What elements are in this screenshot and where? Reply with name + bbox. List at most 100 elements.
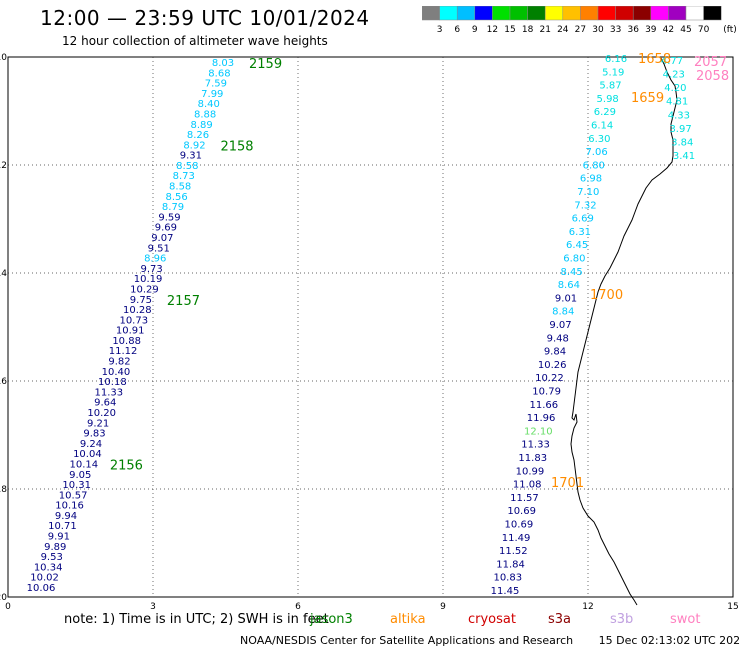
wave-height-label: 10.99 [516, 466, 545, 477]
wave-height-label: 6.14 [591, 121, 613, 132]
wave-height-label: 6.69 [572, 214, 594, 225]
wave-height-label: 8.84 [552, 307, 574, 318]
wave-height-label: 9.51 [148, 243, 170, 254]
pass-time-label: 1658 [638, 52, 671, 67]
wave-height-label: 10.20 [87, 408, 116, 419]
colorbar-label: 27 [575, 25, 586, 35]
colorbar-label: 24 [557, 25, 569, 35]
wave-height-label: 9.24 [80, 439, 102, 450]
coastline [570, 57, 678, 606]
note-row: note: 1) Time is in UTC; 2) SWH is in fe… [64, 612, 734, 630]
wave-height-label: 9.83 [83, 429, 105, 440]
colorbar-label: 33 [610, 25, 621, 35]
y-tick-label: 10 [0, 53, 7, 63]
colorbar-label: 6 [454, 25, 460, 35]
wave-height-label: 11.08 [513, 480, 542, 491]
colorbar-label: 9 [472, 25, 478, 35]
footer-timestamp: 15 Dec 02:13:02 UTC 2024 [598, 634, 740, 647]
wave-height-label: 8.58 [176, 161, 198, 172]
wave-height-label: 8.96 [144, 254, 166, 265]
wave-height-label: 10.69 [507, 506, 536, 517]
x-tick-label: 12 [582, 602, 593, 612]
page-subtitle: 12 hour collection of altimeter wave hei… [62, 34, 328, 48]
map-frame [7, 56, 734, 598]
wave-height-label: 10.91 [116, 326, 145, 337]
y-tick-label: 16 [0, 377, 7, 387]
wave-height-label: 5.19 [602, 67, 624, 78]
pass-time-label: 2157 [167, 294, 200, 309]
satellite-cryosat: cryosat [468, 612, 516, 627]
track-left: 8.038.687.597.998.408.888.898.268.929.31… [27, 58, 234, 594]
wave-height-label: 9.53 [41, 552, 63, 563]
colorbar-label: 39 [645, 25, 657, 35]
colorbar-label: 30 [592, 25, 604, 35]
satellite-s3b: s3b [610, 612, 634, 627]
wave-height-label: 10.14 [70, 459, 99, 470]
colorbar-swatch [703, 6, 722, 21]
wave-height-label: 10.83 [493, 573, 522, 584]
x-tick-label: 15 [727, 602, 738, 612]
track-far-right: 4.77 4.23 4.20 4.81 4.33 3.97 3.84 3.41 [661, 56, 695, 162]
wave-height-label: 6.80 [583, 160, 605, 171]
wave-height-label: 11.12 [109, 346, 138, 357]
colorbar-label: 15 [504, 25, 515, 35]
colorbar-label: 3 [437, 25, 443, 35]
wave-height-label: 5.87 [599, 81, 621, 92]
colorbar-label: 12 [487, 25, 498, 35]
wave-height-label: 9.31 [180, 151, 202, 162]
wave-height-label: 9.91 [48, 532, 70, 543]
wave-height-label: 9.94 [55, 511, 77, 522]
wave-height-label: 9.82 [108, 357, 130, 368]
wave-height-label: 11.66 [530, 400, 559, 411]
wave-height-label: 10.57 [59, 490, 88, 501]
wave-height-label: 9.73 [140, 264, 162, 275]
wave-height-label: 8.45 [560, 267, 582, 278]
wave-height-label: 11.57 [510, 493, 539, 504]
wave-height-label: 10.19 [134, 274, 163, 285]
wave-height-label: 3.97 [669, 124, 691, 135]
wave-height-label: 10.69 [505, 520, 534, 531]
wave-height-label: 11.33 [521, 440, 550, 451]
wave-height-label: 10.26 [538, 360, 567, 371]
page-title: 12:00 — 23:59 UTC 10/01/2024 [40, 6, 370, 30]
map-grid: 0 3 6 9 12 15 10 12 14 16 18 20 [0, 53, 739, 612]
wave-height-label: 9.64 [94, 398, 116, 409]
wave-height-label: 10.79 [532, 387, 561, 398]
y-tick-label: 20 [0, 593, 7, 603]
x-tick-label: 0 [5, 602, 11, 612]
wave-height-label: 10.88 [112, 336, 141, 347]
wave-height-label: 9.69 [155, 223, 177, 234]
wave-height-label: 11.84 [496, 559, 525, 570]
y-tick-label: 18 [0, 485, 7, 495]
wave-height-label: 7.10 [577, 187, 599, 198]
wave-height-label: 9.75 [130, 295, 152, 306]
wave-height-label: 8.79 [162, 202, 184, 213]
wave-height-label: 9.05 [69, 470, 91, 481]
wave-height-label: 11.52 [499, 546, 528, 557]
wave-height-map: 03691215101214161820 8.038.687.597.998.4… [0, 52, 739, 612]
wave-height-label: 7.32 [574, 200, 596, 211]
pass-time-label: 2159 [249, 57, 282, 72]
wave-height-label: 10.06 [27, 583, 56, 594]
wave-height-label: 9.07 [549, 320, 571, 331]
wave-height-label: 8.92 [183, 140, 205, 151]
x-tick-label: 6 [295, 602, 301, 612]
wave-height-label: 10.71 [48, 521, 77, 532]
wave-height-label: 9.48 [547, 333, 569, 344]
wave-height-label: 6.80 [563, 254, 585, 265]
wave-height-label: 10.02 [30, 573, 59, 584]
wave-height-label: 7.06 [585, 147, 607, 158]
pass-time-label: 2057 [694, 55, 727, 70]
wave-height-label: 4.77 [661, 56, 683, 67]
pass-time-label: 2156 [110, 458, 143, 473]
wave-height-label: 8.64 [558, 280, 580, 291]
wave-height-label: 8.40 [198, 99, 220, 110]
footer-credit: NOAA/NESDIS Center for Satellite Applica… [240, 634, 574, 647]
wave-height-label: 8.88 [194, 109, 216, 120]
satellite-s3a: s3a [548, 612, 572, 627]
wave-height-label: 10.16 [55, 501, 84, 512]
wave-height-label: 10.28 [123, 305, 152, 316]
satellite-swot: swot [670, 612, 701, 627]
wave-height-label: 9.84 [544, 347, 566, 358]
